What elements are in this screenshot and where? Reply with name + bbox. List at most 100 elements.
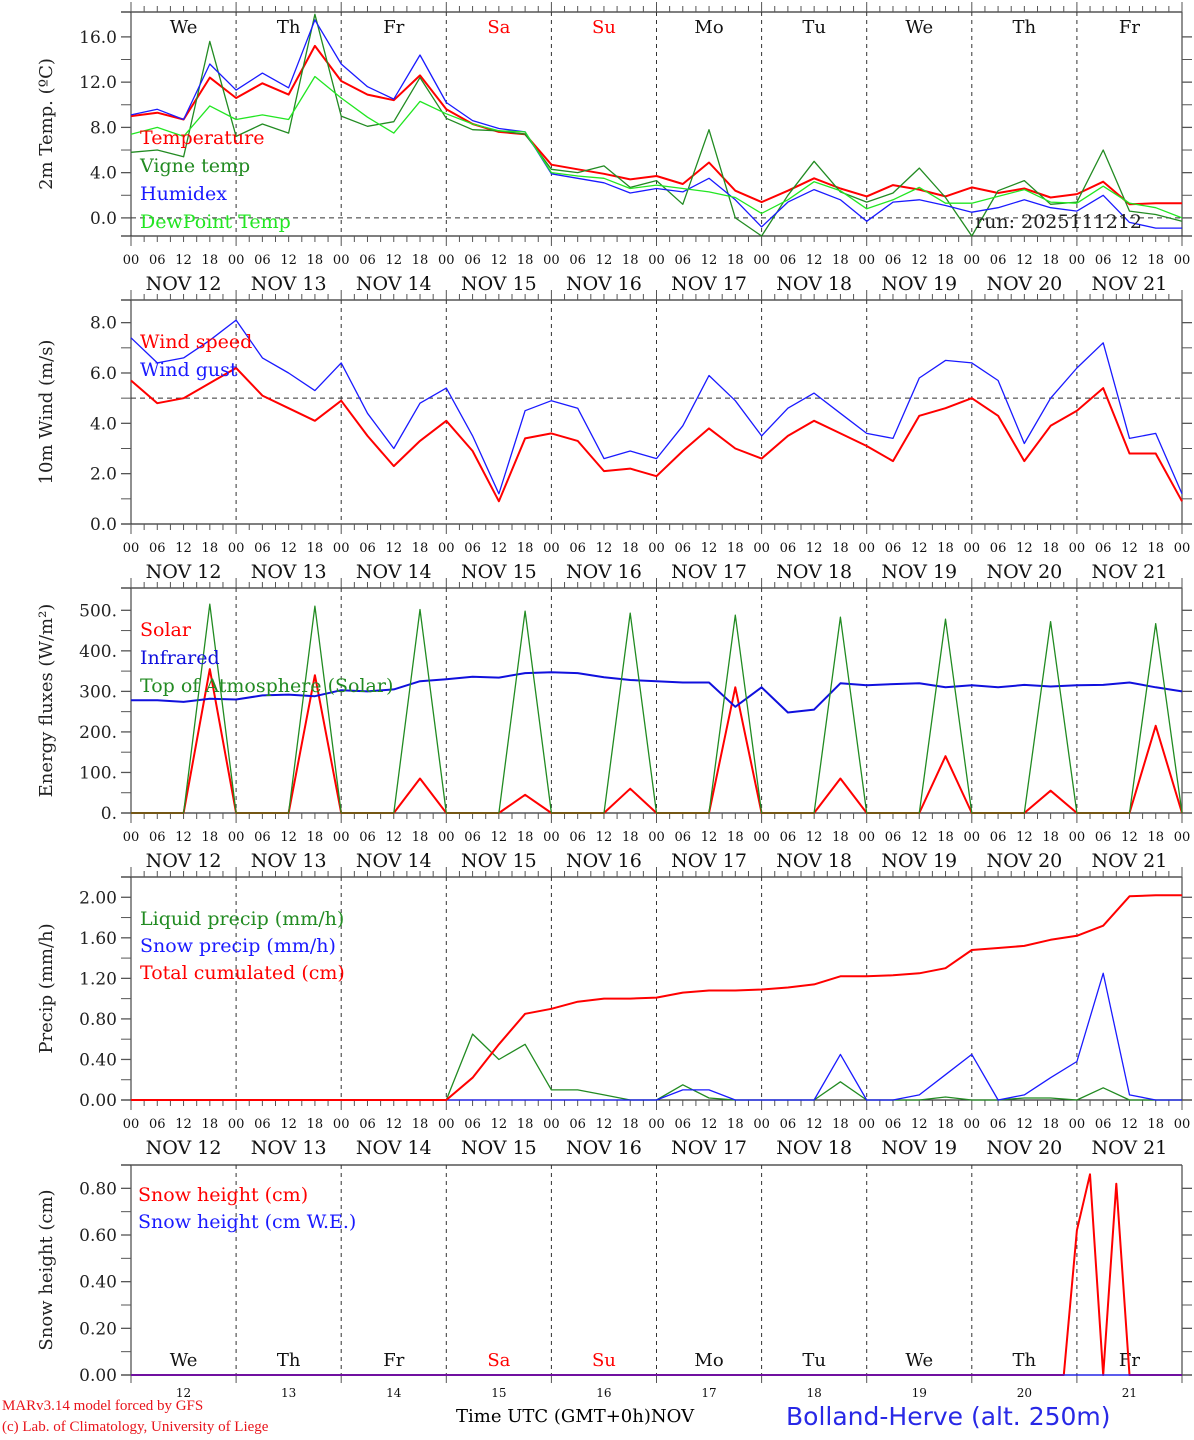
x-hour-label: 18 [202,253,219,268]
x-day-label: NOV 14 [356,850,432,872]
x-hour-label: 00 [753,1117,770,1132]
x-day-label: NOV 20 [986,273,1062,295]
x-hour-label: 12 [385,830,402,845]
x-hour-label: 00 [858,830,875,845]
x-hour-label: 12 [596,830,613,845]
legend-entry: Snow height (cm W.E.) [138,1211,356,1233]
legend-entry: Wind speed [140,331,252,353]
time-utc-label: Time UTC (GMT+0h) [456,1406,651,1427]
x-hour-label: 12 [491,830,508,845]
x-hour-label: 12 [1016,541,1033,556]
x-hour-label: 18 [727,1117,744,1132]
x-hour-label: 12 [1121,541,1138,556]
x-hour-label: 00 [964,1117,981,1132]
x-hour-label: 00 [543,253,560,268]
x-hour-label: 00 [1174,253,1191,268]
weekday-label: Th [1013,17,1037,38]
panel-energy: 0. 100. 200. 300. 400. 500. Energy fluxes (W/m… [36,578,1192,872]
y-tick-label: 0.00 [79,1366,117,1386]
y-tick-label: 300. [79,682,117,702]
legend-entry: Temperature [140,127,264,149]
x-hour-label: 06 [990,1117,1007,1132]
x-hour-label: 06 [1095,1117,1112,1132]
x-hour-label: 06 [149,253,166,268]
x-hour-label: 06 [149,830,166,845]
x-hour-label: 06 [464,830,481,845]
x-day-label: NOV 21 [1092,561,1168,583]
x-hour-label: 18 [412,253,429,268]
x-hour-label: 00 [648,1117,665,1132]
x-hour-label: 06 [569,830,586,845]
x-hour-label: 18 [307,1117,324,1132]
weekday-label: Sa [487,1350,510,1371]
x-hour-label: 18 [1042,1117,1059,1132]
x-hour-label: 00 [1174,1117,1191,1132]
x-hour-label: 06 [675,253,692,268]
x-day-label: NOV 14 [356,1137,432,1159]
x-hour-label: 18 [517,253,534,268]
x-hour-label: 12 [491,541,508,556]
x-day-label: NOV 14 [356,273,432,295]
weekday-label: Tu [802,17,826,38]
weekday-label: Su [592,17,616,38]
y-tick-label: 0.0 [90,515,117,535]
x-hour-label: 00 [648,541,665,556]
x-hour-label: 12 [491,253,508,268]
x-hour-label: 12 [701,830,718,845]
x-hour-label: 06 [569,541,586,556]
x-hour-label: 18 [622,830,639,845]
x-day-label: NOV 12 [146,273,222,295]
x-hour-label: 18 [622,541,639,556]
x-hour-label: 18 [1147,541,1164,556]
x-hour-label: 12 [491,1117,508,1132]
x-day-label: NOV 12 [146,850,222,872]
x-hour-label: 00 [438,830,455,845]
x-hour-label: 12 [911,253,928,268]
x-day-label: NOV 16 [566,1137,642,1159]
y-tick-label: 12.0 [79,73,117,93]
y-tick-label: 8.0 [90,118,117,138]
x-hour-label: 00 [543,541,560,556]
x-day-number: 16 [596,1386,611,1400]
y-tick-label: 0.60 [79,1226,117,1246]
x-hour-label: 06 [1095,830,1112,845]
weekday-label: Mo [694,17,723,38]
x-hour-label: 06 [254,830,271,845]
x-day-number: 15 [491,1386,506,1400]
y-axis-label: Precip (mm/h) [36,923,57,1053]
legend-entry: Top of Atmosphere (Solar) [140,675,393,697]
x-hour-label: 00 [228,830,245,845]
y-tick-label: 1.60 [79,929,117,949]
y-axis-label: 10m Wind (m/s) [36,340,57,485]
y-tick-label: 1.20 [79,969,117,989]
x-hour-label: 00 [123,541,140,556]
x-hour-label: 18 [1147,1117,1164,1132]
lab-credit: (c) Lab. of Climatology, University of L… [2,1419,269,1435]
x-day-number: 17 [701,1386,716,1400]
y-tick-label: 0.80 [79,1179,117,1199]
x-day-label: NOV 21 [1092,1137,1168,1159]
x-hour-label: 12 [1121,253,1138,268]
weekday-label: We [905,1350,933,1371]
panel-wind: 0.0 2.0 4.0 6.0 8.0 10m Wind (m/s) 00 06 12 18 00 0… [36,290,1192,583]
x-hour-label: 18 [937,253,954,268]
y-tick-label: 0.20 [79,1319,117,1339]
x-hour-label: 06 [359,541,376,556]
x-hour-label: 12 [385,253,402,268]
x-hour-label: 00 [858,1117,875,1132]
x-day-number: 14 [386,1386,402,1400]
x-hour-label: 00 [964,830,981,845]
x-day-label: NOV 17 [671,850,747,872]
x-hour-label: 06 [780,541,797,556]
x-hour-label: 18 [727,253,744,268]
y-tick-label: 200. [79,723,117,743]
month-label: NOV [650,1406,695,1427]
x-day-label: NOV 16 [566,561,642,583]
x-hour-label: 00 [333,830,350,845]
x-hour-label: 00 [438,541,455,556]
x-hour-label: 12 [385,541,402,556]
x-hour-label: 06 [885,1117,902,1132]
x-hour-label: 18 [517,1117,534,1132]
x-hour-label: 06 [1095,253,1112,268]
